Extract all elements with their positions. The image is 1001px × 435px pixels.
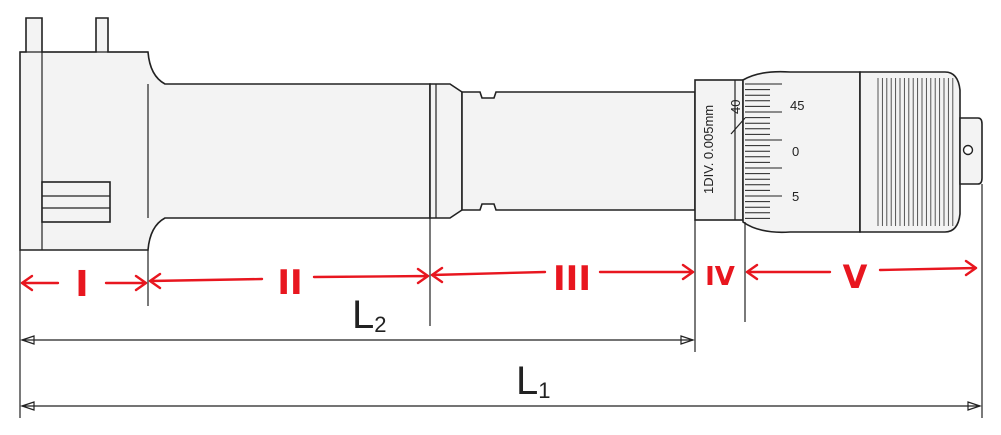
segment-arrow	[20, 274, 60, 292]
segment-label-3: III	[553, 259, 591, 299]
anvil-slot	[41, 181, 111, 223]
extension-lines	[19, 184, 983, 418]
thimble	[742, 70, 861, 234]
segment-arrow	[312, 267, 430, 285]
end-cap-hole	[962, 144, 974, 156]
thimble-value-5: 5	[792, 189, 799, 204]
segment-label-4: IV	[705, 262, 735, 292]
segment-arrow	[878, 259, 978, 277]
arrowhead	[967, 401, 982, 411]
segment-label-5: V	[843, 258, 868, 296]
pointer-mark	[730, 117, 746, 135]
arrowhead	[20, 401, 35, 411]
collar	[429, 83, 463, 219]
segment-arrow	[104, 274, 148, 292]
thimble-top-value: 40	[728, 100, 743, 114]
thimble-value-0: 0	[792, 144, 799, 159]
dimension-label-l1: L1	[516, 359, 551, 403]
micrometer-body: 1DIV. 0.005mm 40 45 0 5	[19, 17, 983, 251]
knurl-pattern	[877, 78, 954, 226]
arrowhead	[680, 335, 695, 345]
segment-arrow	[598, 263, 695, 281]
sleeve-tube	[461, 91, 696, 211]
dimension-l2: L2	[20, 293, 695, 345]
measuring-head	[19, 17, 431, 251]
dimension-l1: L1	[20, 359, 982, 411]
ratchet-knob	[859, 71, 961, 233]
segment-label-1: I	[75, 264, 88, 305]
segment-arrow	[430, 266, 547, 284]
segment-annotations: I II III IV V	[20, 258, 978, 305]
division-label: 1DIV. 0.005mm	[701, 105, 716, 194]
thimble-value-45: 45	[790, 98, 804, 113]
segment-arrow	[148, 272, 264, 290]
segment-arrow	[745, 263, 832, 281]
thimble-scale-ticks	[745, 83, 782, 219]
arrowhead	[20, 335, 35, 345]
segment-label-2: II	[277, 263, 302, 303]
dimension-label-l2: L2	[352, 293, 387, 337]
